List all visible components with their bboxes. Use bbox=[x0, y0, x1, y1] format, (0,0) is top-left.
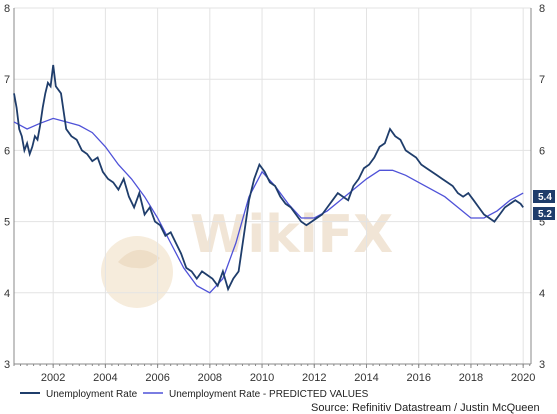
watermark-text: WikiFX bbox=[190, 205, 393, 265]
x-tick-label: 2012 bbox=[302, 372, 326, 384]
unemployment-rate-line bbox=[13, 64, 524, 292]
y-tick-label-left: 4 bbox=[4, 288, 10, 300]
y-axis-left: 3 4 5 6 7 8 bbox=[4, 3, 10, 371]
source-note: Source: Refinitiv Datastream / Justin Mc… bbox=[311, 402, 540, 414]
last-value-badge-actual: 5.2 bbox=[533, 207, 555, 220]
y-tick-label-right: 6 bbox=[539, 145, 545, 157]
y-tick-label-right: 3 bbox=[539, 359, 545, 371]
x-tick-label: 2006 bbox=[145, 372, 169, 384]
y-tick-label-left: 8 bbox=[4, 3, 10, 15]
x-tick-label: 2008 bbox=[198, 372, 222, 384]
watermark-logo-icon bbox=[101, 236, 173, 308]
last-value-label-predicted: 5.4 bbox=[538, 192, 552, 203]
x-tick-label: 2020 bbox=[511, 372, 535, 384]
y-tick-label-left: 6 bbox=[4, 145, 10, 157]
y-tick-label-right: 8 bbox=[539, 3, 545, 15]
legend-label-predicted: Unemployment Rate - PREDICTED VALUES bbox=[169, 389, 369, 400]
x-tick-label: 2010 bbox=[250, 372, 274, 384]
x-tick-label: 2016 bbox=[406, 372, 430, 384]
y-tick-label-right: 5 bbox=[539, 217, 545, 229]
y-axis-right: 3 4 5 6 7 8 bbox=[539, 3, 545, 371]
watermark: WikiFX bbox=[101, 205, 393, 308]
x-tick-label: 2018 bbox=[459, 372, 483, 384]
legend-label-actual: Unemployment Rate bbox=[46, 389, 138, 400]
x-tick-label: 2002 bbox=[41, 372, 65, 384]
last-value-label-actual: 5.2 bbox=[538, 209, 552, 220]
x-tick-label: 2014 bbox=[354, 372, 378, 384]
y-tick-label-right: 7 bbox=[539, 74, 545, 86]
y-tick-label-left: 3 bbox=[4, 359, 10, 371]
y-tick-label-left: 5 bbox=[4, 217, 10, 229]
legend: Unemployment Rate Unemployment Rate - PR… bbox=[20, 389, 369, 400]
last-value-badge-predicted: 5.4 bbox=[533, 190, 555, 203]
x-tick-label: 2004 bbox=[93, 372, 117, 384]
x-axis: 2002 2004 2006 2008 2010 2012 2014 2016 2018 2020 bbox=[13, 364, 535, 384]
y-tick-label-left: 7 bbox=[4, 74, 10, 86]
y-tick-label-right: 4 bbox=[539, 288, 545, 300]
